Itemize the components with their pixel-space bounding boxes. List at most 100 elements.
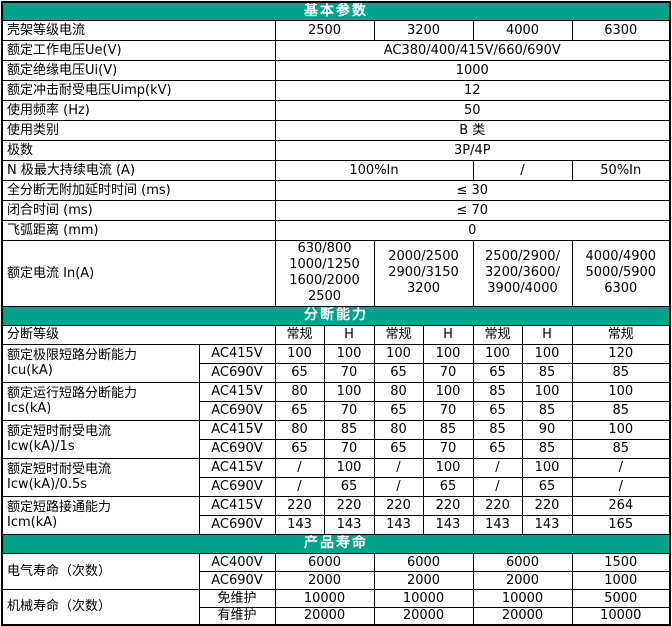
table-row: 闭合时间 (ms) ≤ 70 (1, 199, 671, 221)
value-cell: 6000 (274, 552, 375, 572)
grade-col: 常规 (472, 324, 523, 345)
value-cell: 3P/4P (274, 139, 671, 161)
rated-current-label: 额定电流 In(A) (1, 239, 276, 307)
rated-current-value: 2500/2900/ 3200/3600/ 3900/4000 (472, 239, 573, 307)
value-cell: 65 (373, 438, 424, 459)
value-cell: 70 (323, 438, 375, 459)
voltage-sublabel: AC415V (198, 343, 276, 364)
grade-col: H (422, 324, 474, 345)
table-row: 额定运行短路分断能力 Ics(kA) AC415V 80 100 80 100 … (1, 381, 671, 421)
voltage-sublabel: AC690V (198, 514, 276, 535)
maintenance-sublabel: 免维护 (198, 588, 276, 608)
grade-col: 常规 (571, 324, 671, 345)
value-cell: 65 (472, 438, 523, 459)
value-cell: 80 (274, 381, 325, 402)
value-cell: 85 (323, 419, 375, 440)
table-row: 使用类别 B 类 (1, 119, 671, 141)
value-cell: 120 (571, 343, 671, 364)
table-row: 产品寿命 (1, 533, 671, 554)
voltage-sublabel: AC690V (198, 400, 276, 421)
value-cell: 20000 (472, 606, 573, 626)
value-cell: 65 (422, 476, 474, 497)
value-cell: 143 (323, 514, 375, 535)
value-cell: 220 (422, 495, 474, 516)
value-cell: 2000 (472, 570, 573, 590)
value-cell: 70 (323, 400, 375, 421)
value-cell: AC380/400/415V/660/690V (274, 39, 671, 61)
value-cell: 143 (274, 514, 325, 535)
value-cell: 65 (274, 400, 325, 421)
value-cell: ≤ 30 (274, 179, 671, 201)
grade-col: H (323, 324, 375, 345)
value-cell: B 类 (274, 119, 671, 141)
rated-current-value: 2000/2500 2900/3150 3200 (373, 239, 474, 307)
voltage-sublabel: AC690V (198, 476, 276, 497)
value-cell: 165 (571, 514, 671, 535)
value-cell: 50 (274, 99, 671, 121)
value-cell: 100 (323, 343, 375, 364)
table-row: 额定短时耐受电流 Icw(kA)/1s AC415V 80 85 80 85 8… (1, 419, 671, 459)
value-cell: 70 (422, 438, 474, 459)
icw-05s-label: 额定短时耐受电流 Icw(kA)/0.5s (1, 457, 200, 497)
grade-col: H (521, 324, 573, 345)
value-cell: 80 (274, 419, 325, 440)
value-cell: 10000 (274, 588, 375, 608)
electrical-life-label: 电气寿命（次数） (1, 552, 200, 590)
value-cell: 70 (422, 400, 474, 421)
value-cell: 220 (274, 495, 325, 516)
voltage-sublabel: AC415V (198, 495, 276, 516)
table-row: 额定极限短路分断能力 Icu(kA) AC415V 100 100 100 10… (1, 343, 671, 383)
value-cell: 85 (521, 362, 573, 383)
table-row: 额定工作电压Ue(V) AC380/400/415V/660/690V (1, 39, 671, 61)
value-cell: 100 (373, 343, 424, 364)
section-header-product-life: 产品寿命 (1, 533, 671, 554)
poles-label: 极数 (1, 139, 276, 161)
table-row: N 极最大持续电流 (A) 100%In / 50%In (1, 159, 671, 181)
voltage-sublabel: AC415V (198, 419, 276, 440)
frame-current-value: 4000 (472, 19, 573, 41)
value-cell: 65 (472, 362, 523, 383)
voltage-sublabel: AC400V (198, 552, 276, 572)
rated-working-voltage-label: 额定工作电压Ue(V) (1, 39, 276, 61)
value-cell: 6000 (373, 552, 474, 572)
value-cell: 100 (521, 457, 573, 478)
mechanical-life-label: 机械寿命（次数） (1, 588, 200, 626)
value-cell: / (373, 457, 424, 478)
value-cell: / (274, 457, 325, 478)
value-cell: 100 (422, 343, 474, 364)
utilization-category-label: 使用类别 (1, 119, 276, 141)
value-cell: 6000 (472, 552, 573, 572)
value-cell: 100 (323, 381, 375, 402)
value-cell: 143 (521, 514, 573, 535)
icw-1s-label: 额定短时耐受电流 Icw(kA)/1s (1, 419, 200, 459)
value-cell: 0 (274, 219, 671, 241)
value-cell: 65 (373, 400, 424, 421)
value-cell: 220 (373, 495, 424, 516)
value-cell: 2000 (373, 570, 474, 590)
value-cell: 220 (472, 495, 523, 516)
voltage-sublabel: AC690V (198, 570, 276, 590)
value-cell: / (472, 476, 523, 497)
value-cell: 10000 (571, 606, 671, 626)
table-row: 额定电流 In(A) 630/800 1000/1250 1600/2000 2… (1, 239, 671, 307)
value-cell: 220 (323, 495, 375, 516)
value-cell: 100 (472, 343, 523, 364)
frame-current-value: 2500 (274, 19, 375, 41)
value-cell: 85 (521, 400, 573, 421)
value-cell: 80 (373, 381, 424, 402)
value-cell: / (472, 159, 573, 181)
grade-col: 常规 (373, 324, 424, 345)
value-cell: 2000 (274, 570, 375, 590)
frequency-label: 使用频率 (Hz) (1, 99, 276, 121)
breaking-grade-label: 分断等级 (1, 324, 276, 345)
value-cell: 5000 (571, 588, 671, 608)
value-cell: 12 (274, 79, 671, 101)
value-cell: 90 (521, 419, 573, 440)
icu-label: 额定极限短路分断能力 Icu(kA) (1, 343, 200, 383)
table-row: 机械寿命（次数） 免维护 10000 10000 10000 5000 (1, 588, 671, 626)
value-cell: 65 (472, 400, 523, 421)
table-row: 分断能力 (1, 305, 671, 326)
value-cell: 85 (571, 438, 671, 459)
table-row: 飞弧距离 (mm) 0 (1, 219, 671, 241)
